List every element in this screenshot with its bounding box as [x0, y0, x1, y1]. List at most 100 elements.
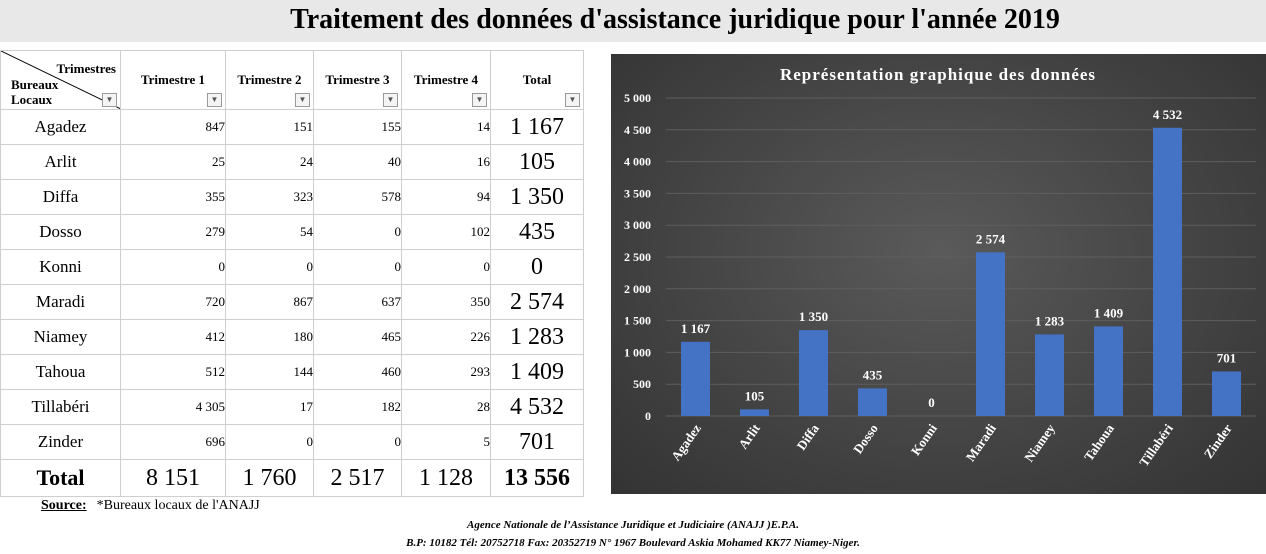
- cell-value: 0: [225, 249, 314, 285]
- cell-value: 0: [313, 249, 402, 285]
- filter-dropdown-icon[interactable]: ▼: [295, 93, 310, 107]
- col-header-q1: Trimestre 1 ▼: [120, 50, 226, 110]
- table-row: Niamey 412 180 465 226 1 283: [0, 319, 584, 355]
- x-tick-label: Konni: [908, 421, 940, 458]
- data-label: 2 574: [976, 231, 1006, 246]
- grand-total: 13 556: [490, 459, 584, 497]
- y-tick-label: 4 500: [624, 123, 651, 137]
- row-label: Tahoua: [0, 354, 121, 390]
- bar-agadez: [681, 341, 710, 416]
- row-total: 1 167: [490, 109, 584, 145]
- row-label: Konni: [0, 249, 121, 285]
- bar-diffa: [799, 330, 828, 416]
- table-row: Zinder 696 0 0 5 701: [0, 424, 584, 460]
- diagonal-line: [1, 51, 120, 109]
- bar-zinder: [1212, 371, 1241, 416]
- row-label: Diffa: [0, 179, 121, 215]
- cell-value: 0: [225, 424, 314, 460]
- corner-bottom-label: Bureaux Locaux: [11, 77, 59, 107]
- row-label: Tillabéri: [0, 389, 121, 425]
- y-tick-label: 2 500: [624, 250, 651, 264]
- cell-value: 94: [401, 179, 491, 215]
- row-label: Agadez: [0, 109, 121, 145]
- row-total: 701: [490, 424, 584, 460]
- cell-value: 40: [313, 144, 402, 180]
- row-label: Arlit: [0, 144, 121, 180]
- cell-value: 24: [225, 144, 314, 180]
- cell-value: 54: [225, 214, 314, 250]
- bar-maradi: [976, 252, 1005, 416]
- cell-value: 460: [313, 354, 402, 390]
- cell-value: 465: [313, 319, 402, 355]
- data-label: 435: [863, 367, 883, 382]
- x-tick-label: Arlit: [735, 421, 763, 452]
- source-note: Source: *Bureaux locaux de l'ANAJJ: [41, 498, 260, 514]
- cell-value: 5: [401, 424, 491, 460]
- table-row: Tahoua 512 144 460 293 1 409: [0, 354, 584, 390]
- row-total: 1 350: [490, 179, 584, 215]
- footer-line-2: B.P: 10182 Tél: 20752718 Fax: 20352719 N…: [406, 537, 860, 549]
- cell-value: 28: [401, 389, 491, 425]
- data-label: 701: [1217, 350, 1237, 365]
- data-label: 1 350: [799, 309, 828, 324]
- cell-value: 25: [120, 144, 226, 180]
- page-title: Traitement des données d'assistance juri…: [290, 4, 1060, 35]
- cell-value: 102: [401, 214, 491, 250]
- col-header-q2: Trimestre 2 ▼: [225, 50, 314, 110]
- chart-panel: Représentation graphique des données 0 500…: [611, 54, 1266, 494]
- filter-dropdown-icon[interactable]: ▼: [207, 93, 222, 107]
- y-tick-label: 1 500: [624, 314, 651, 328]
- cell-value: 412: [120, 319, 226, 355]
- cell-value: 17: [225, 389, 314, 425]
- column-total: 2 517: [313, 459, 402, 497]
- y-tick-label: 5 000: [624, 91, 651, 105]
- filter-dropdown-icon[interactable]: ▼: [383, 93, 398, 107]
- column-total: 1 760: [225, 459, 314, 497]
- cell-value: 279: [120, 214, 226, 250]
- x-tick-label: Zinder: [1201, 421, 1235, 461]
- row-total: 2 574: [490, 284, 584, 320]
- row-total: 0: [490, 249, 584, 285]
- source-text: *Bureaux locaux de l'ANAJJ: [96, 498, 260, 513]
- cell-value: 355: [120, 179, 226, 215]
- table-row: Konni 0 0 0 0 0: [0, 249, 584, 285]
- data-label: 1 283: [1035, 313, 1065, 328]
- cell-value: 0: [401, 249, 491, 285]
- cell-value: 151: [225, 109, 314, 145]
- cell-value: 293: [401, 354, 491, 390]
- y-tick-label: 3 500: [624, 186, 651, 200]
- filter-dropdown-icon[interactable]: ▼: [102, 93, 117, 107]
- table-row: Diffa 355 323 578 94 1 350: [0, 179, 584, 215]
- total-label: Total: [0, 459, 121, 497]
- cell-value: 144: [225, 354, 314, 390]
- x-tick-label: Maradi: [963, 421, 1000, 464]
- cell-value: 323: [225, 179, 314, 215]
- x-tick-label: Agadez: [668, 421, 704, 464]
- cell-value: 696: [120, 424, 226, 460]
- cell-value: 637: [313, 284, 402, 320]
- y-tick-label: 1 000: [624, 345, 651, 359]
- cell-value: 155: [313, 109, 402, 145]
- y-tick-label: 500: [633, 377, 651, 391]
- y-tick-label: 4 000: [624, 155, 651, 169]
- corner-top-label: Trimestres: [56, 61, 116, 76]
- row-total: 1 409: [490, 354, 584, 390]
- filter-dropdown-icon[interactable]: ▼: [472, 93, 487, 107]
- row-total: 4 532: [490, 389, 584, 425]
- bar-arlit: [740, 409, 769, 416]
- bar-tillabéri: [1153, 127, 1182, 416]
- footer-line-1: Agence Nationale de l’Assistance Juridiq…: [467, 519, 799, 531]
- corner-header: Trimestres Bureaux Locaux ▼: [0, 50, 121, 110]
- column-total: 8 151: [120, 459, 226, 497]
- cell-value: 720: [120, 284, 226, 320]
- data-label: 1 409: [1094, 305, 1124, 320]
- row-total: 105: [490, 144, 584, 180]
- filter-dropdown-icon[interactable]: ▼: [565, 93, 580, 107]
- source-label: Source:: [41, 498, 87, 513]
- table-row: Dosso 279 54 0 102 435: [0, 214, 584, 250]
- col-header-q3: Trimestre 3 ▼: [313, 50, 402, 110]
- bar-dosso: [858, 388, 887, 416]
- row-label: Dosso: [0, 214, 121, 250]
- cell-value: 14: [401, 109, 491, 145]
- y-tick-label: 0: [645, 409, 651, 423]
